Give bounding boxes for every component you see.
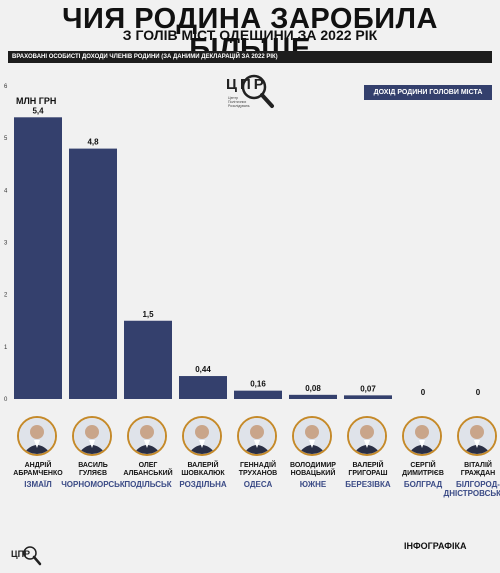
bar [289, 394, 337, 399]
bar [344, 395, 392, 399]
note-text: ВРАХОВАНІ ОСОБИСТІ ДОХОДИ ЧЛЕНІВ РОДИНИ … [12, 54, 278, 60]
person-icon [184, 418, 220, 454]
bar-value-label: 0,16 [250, 380, 266, 389]
candidate-city: БІЛГОРОД-ДНІСТРОВСЬКИЙ [443, 480, 500, 498]
avatar [292, 416, 332, 456]
bar-value-label: 0,08 [305, 384, 321, 393]
y-tick-label: 6 [4, 84, 8, 90]
bar [124, 320, 172, 399]
magnifier-icon [241, 74, 274, 108]
bar [234, 390, 282, 399]
candidate-card: ВАЛЕРІЙ ШОВКАЛЮК РОЗДІЛЬНА [176, 416, 230, 498]
person-icon [239, 418, 275, 454]
person-icon [294, 418, 330, 454]
footer-logo-text: ЦПР [11, 549, 30, 559]
candidate-name: ВАЛЕРІЙ ГРИГОРАШ [348, 462, 388, 477]
candidate-city: БЕРЕЗІВКА [345, 480, 391, 489]
note-bar [8, 51, 492, 63]
legend-label: ДОХІД РОДИНИ ГОЛОВИ МІСТА [373, 89, 483, 96]
bar [14, 117, 62, 400]
page-subtitle: З ГОЛІВ МІСТ ОДЕЩИНИ ЗА 2022 РІК [122, 27, 378, 43]
person-icon [19, 418, 55, 454]
magnifier-icon: ЦПР [11, 546, 42, 566]
footer-logo: ЦПР [10, 544, 44, 568]
candidate-name: СЕРГІЙ ДИМИТРІЄВ [402, 462, 444, 477]
bar [179, 376, 227, 399]
bar-value-label: 0,07 [360, 384, 376, 393]
avatar [182, 416, 222, 456]
y-tick-label: 1 [4, 345, 8, 351]
person-icon [74, 418, 110, 454]
y-tick-label: 2 [4, 293, 8, 299]
candidate-name: ВІТАЛІЙ ГРАЖДАН [460, 462, 496, 477]
bar [69, 148, 117, 399]
avatar [457, 416, 497, 456]
candidate-city: ІЗМАЇЛ [24, 480, 52, 489]
logo-text: ЦПР [226, 76, 267, 93]
candidate-city: ЮЖНЕ [299, 480, 327, 489]
avatar [347, 416, 387, 456]
person-icon [404, 418, 440, 454]
candidate-card: ВОЛОДИМИР НОВАЦЬКИЙ ЮЖНЕ [286, 416, 340, 498]
avatar [237, 416, 277, 456]
legend-swatch [364, 85, 492, 100]
y-tick-label: 0 [4, 397, 8, 403]
candidate-city: ЧОРНОМОРСЬК [61, 480, 125, 489]
candidate-city: ОДЕСА [243, 480, 273, 489]
candidate-city: БОЛГРАД [403, 480, 443, 489]
page-title: ЧИЯ РОДИНА ЗАРОБИЛА БІЛЬШЕ [62, 3, 438, 65]
candidate-card: ВАСИЛЬ ГУЛЯЄВ ЧОРНОМОРСЬК [61, 416, 125, 498]
candidate-card: ОЛЕГ АЛБАНСЬКИЙ ПОДІЛЬСЬК [121, 416, 175, 498]
avatar [402, 416, 442, 456]
avatar [72, 416, 112, 456]
y-tick-label: 5 [4, 136, 8, 142]
y-tick-label: 4 [4, 188, 8, 194]
person-icon [459, 418, 495, 454]
bar-value-label: 5,4 [32, 106, 44, 115]
bar-value-label: 0,44 [195, 365, 211, 374]
bar-value-label: 1,5 [142, 310, 154, 319]
candidate-name: АНДРІЙ АБРАМЧЕНКО [13, 462, 63, 477]
person-icon [349, 418, 385, 454]
candidate-city: РОЗДІЛЬНА [179, 480, 227, 489]
candidate-name: ВОЛОДИМИР НОВАЦЬКИЙ [290, 462, 336, 477]
avatar [17, 416, 57, 456]
footer-label: ІНФОГРАФІКА [404, 541, 467, 551]
candidate-name: ГЕННАДІЙ ТРУХАНОВ [238, 462, 278, 477]
candidate-card: ВАЛЕРІЙ ГРИГОРАШ БЕРЕЗІВКА [341, 416, 395, 498]
person-icon [129, 418, 165, 454]
y-axis-label: МЛН ГРН [16, 96, 57, 106]
avatar [127, 416, 167, 456]
candidate-city: ПОДІЛЬСЬК [124, 480, 172, 489]
cpr-logo: ЦПР Центр Політичних Розслідувань [222, 74, 278, 112]
y-tick-label: 3 [4, 241, 8, 247]
candidate-card: ГЕННАДІЙ ТРУХАНОВ ОДЕСА [231, 416, 285, 498]
bar-value-label: 0 [421, 388, 426, 397]
candidate-card: АНДРІЙ АБРАМЧЕНКО ІЗМАЇЛ [11, 416, 65, 498]
bar-value-label: 4,8 [87, 138, 99, 147]
logo-subtext: Центр Політичних Розслідувань [228, 96, 250, 108]
candidate-card: СЕРГІЙ ДИМИТРІЄВ БОЛГРАД [396, 416, 450, 498]
candidate-name: ВАСИЛЬ ГУЛЯЄВ [78, 462, 108, 477]
candidate-name: ОЛЕГ АЛБАНСЬКИЙ [123, 462, 173, 477]
bar-chart: 0 1 2 3 4 5 6 5,4 4,8 1,5 0,44 0,16 0,08 0,07 0 0 [4, 84, 481, 403]
candidate-name: ВАЛЕРІЙ ШОВКАЛЮК [181, 462, 225, 477]
bar-value-label: 0 [476, 388, 481, 397]
